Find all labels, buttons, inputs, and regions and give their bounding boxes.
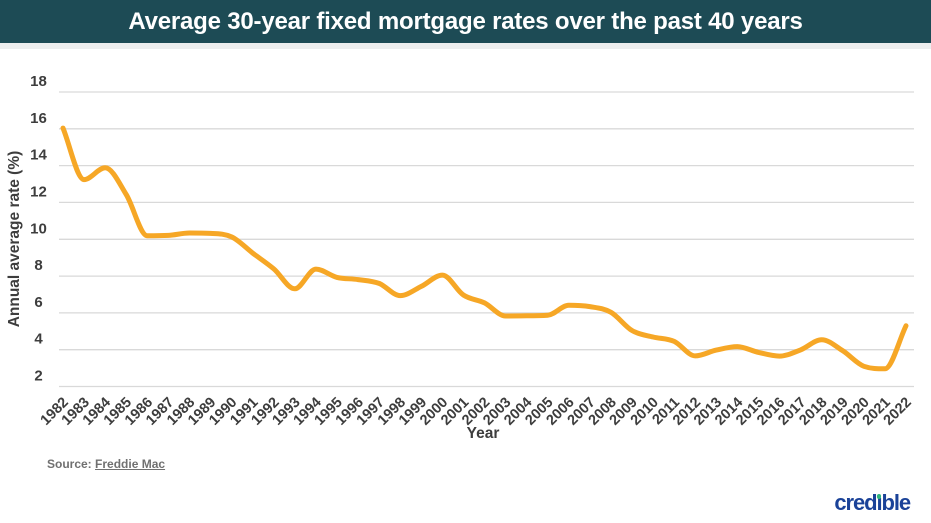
y-tick-label: 14 (30, 147, 47, 164)
chart-title: Average 30-year fixed mortgage rates ove… (128, 7, 803, 35)
y-tick-label: 6 (34, 294, 42, 311)
y-tick-label: 8 (34, 257, 42, 274)
y-tick-label: 16 (30, 110, 47, 127)
y-tick-label: 4 (34, 331, 43, 348)
logo-i-green-dot: ı (876, 490, 882, 515)
rate-line (60, 125, 909, 372)
y-tick-label: 18 (30, 73, 47, 90)
y-axis-title: Annual average rate (%) (6, 151, 23, 328)
credible-logo[interactable]: credıble (834, 490, 911, 515)
y-tick-label: 2 (34, 368, 42, 385)
source-label: Source: (47, 457, 92, 471)
title-bar-shadow-strip (0, 43, 931, 49)
x-axis-title: Year (467, 425, 500, 442)
y-tick-label: 12 (30, 183, 47, 200)
source-link[interactable]: Freddie Mac (95, 457, 166, 471)
source-note: Source: Freddie Mac (47, 457, 165, 471)
y-tick-label: 10 (30, 220, 47, 237)
chart-title-bar: Average 30-year fixed mortgage rates ove… (0, 0, 931, 43)
